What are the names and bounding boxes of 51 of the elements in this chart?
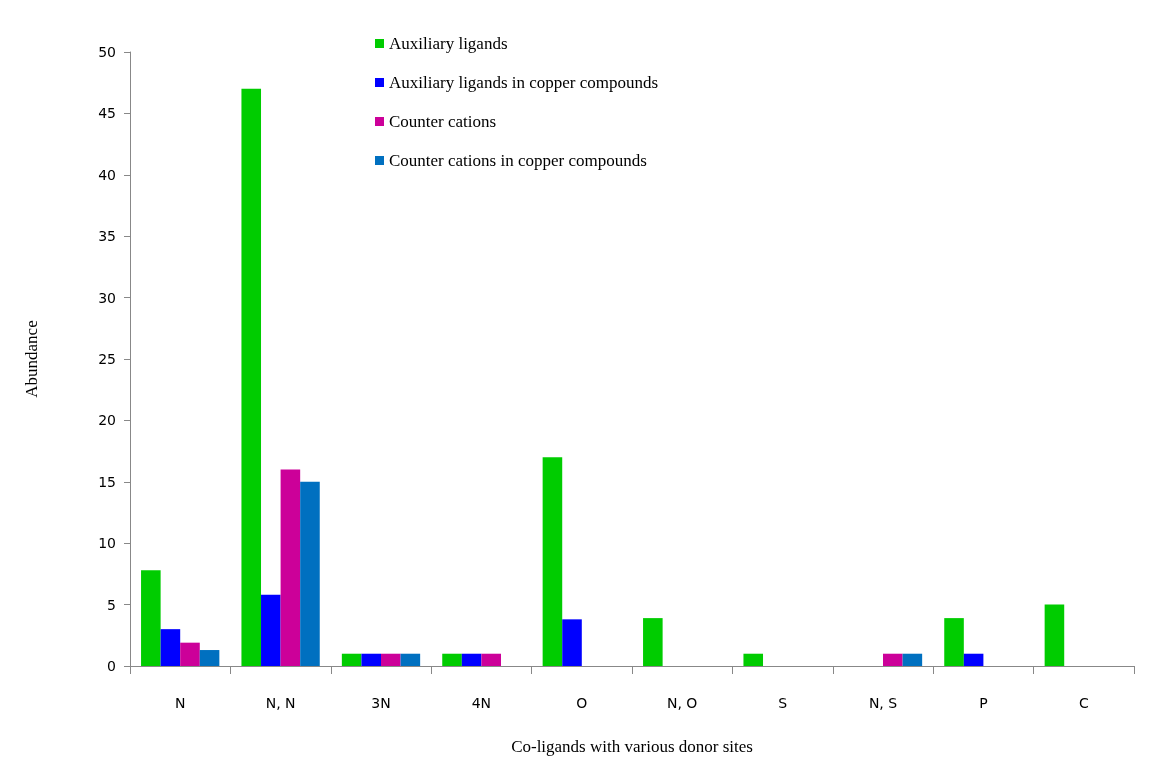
bar [361,653,381,666]
x-tick-label: 4N [471,695,492,711]
bar [261,594,281,666]
bar [442,653,462,666]
x-tick-label: C [1078,695,1089,711]
legend-label: Auxiliary ligands in copper compounds [389,73,659,92]
bar [643,618,663,666]
x-tick-label: N, S [868,695,898,711]
y-tick-label: 40 [98,166,116,183]
bar [400,653,421,666]
bar [944,618,964,666]
bar [481,653,501,666]
y-tick-label: 45 [98,105,116,122]
y-axis-title: Abundance [22,320,41,398]
bar [199,650,220,666]
y-tick-label: 20 [98,412,116,429]
y-tick-label: 25 [98,351,116,367]
legend-label: Counter cations in copper compounds [389,151,647,170]
bar [743,653,764,666]
bar [542,457,563,666]
bar [280,469,301,666]
x-tick-label: N, O [667,695,698,711]
x-tick-label: 3N [371,695,391,711]
y-tick-label: 10 [98,535,116,552]
legend-label: Counter cations [389,112,497,131]
legend-label: Auxiliary ligands [389,34,508,53]
x-tick-label: S [778,695,788,711]
bar [141,570,161,666]
x-axis-title: Co-ligands with various donor sites [511,737,753,756]
y-tick-label: 5 [107,596,116,613]
y-tick-label: 0 [107,658,116,674]
y-tick-label: 15 [98,473,116,490]
bar [160,629,181,666]
bar [1044,604,1065,666]
y-tick-label: 50 [98,44,116,60]
bar [341,653,362,666]
bar [300,481,320,666]
bar [461,653,482,666]
y-tick-label: 35 [98,228,116,245]
x-tick-label: O [576,695,588,711]
bar [963,653,984,666]
x-tick-label: P [979,695,988,711]
bar [241,88,262,666]
bar [381,653,401,666]
bar [902,653,923,666]
y-tick-label: 30 [98,289,116,306]
x-tick-label: N, N [265,695,296,711]
bar [180,642,200,666]
x-tick-label: N [174,695,186,711]
bar [883,653,903,666]
bar [562,619,582,666]
